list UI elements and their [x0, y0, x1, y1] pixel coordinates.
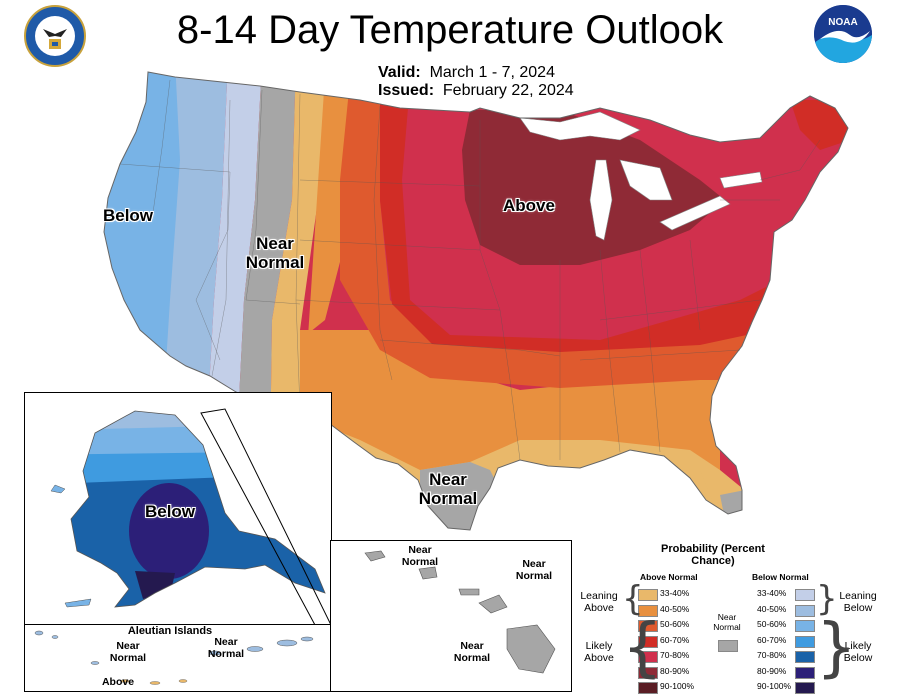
legend-above-swatch — [638, 651, 658, 663]
legend-below-range-label: 80-90% — [757, 665, 787, 676]
legend-likely-above: Likely Above — [584, 640, 614, 664]
label-alaska-below: Below — [144, 502, 196, 521]
alaska-island — [64, 598, 92, 608]
legend-below-swatch — [795, 651, 815, 663]
us-outline — [103, 71, 849, 531]
legend-below-range-label: 90-100% — [757, 681, 792, 691]
alaska-island — [50, 484, 66, 494]
region-below-33-40 — [205, 72, 262, 460]
legend-below-swatch — [795, 635, 815, 648]
label-conus-near-south: Near Normal — [418, 470, 478, 508]
legend-brace-leaning-below: } — [816, 579, 838, 619]
legend-below-swatch — [795, 604, 815, 617]
legend-brace-leaning-above: { — [622, 579, 644, 619]
legend-above-swatch — [638, 604, 658, 617]
valid-label: Valid: — [378, 64, 421, 81]
legend-above-swatch — [638, 589, 658, 601]
region-above-60-70-maine — [790, 100, 848, 150]
legend-below-header: Below Normal — [752, 572, 809, 582]
legend-leaning-above: Leaning Above — [580, 590, 618, 614]
legend-below-swatch — [795, 682, 815, 694]
legend-above-range-label: 33-40% — [660, 588, 690, 598]
valid-value: March 1 - 7, 2024 — [429, 64, 555, 81]
maui-island — [478, 594, 508, 614]
legend-below-range-label: 33-40% — [757, 588, 787, 598]
oahu-island — [418, 566, 438, 580]
legend-above-swatch — [638, 635, 658, 648]
hawaii-map — [364, 550, 556, 674]
aleutian-map — [34, 630, 314, 685]
legend-above-range-label: 50-60% — [660, 619, 690, 629]
legend-above-swatch — [638, 682, 658, 694]
hawaii-inset — [330, 540, 572, 692]
legend-above-swatch — [638, 666, 658, 679]
legend-below-swatch — [795, 620, 815, 632]
label-aleutian-title: Aleutian Islands — [127, 625, 213, 637]
label-aleutian-above: Above — [101, 676, 135, 688]
label-hawaii-near-2: Near Normal — [515, 558, 553, 582]
legend-below-range-label: 70-80% — [757, 650, 787, 660]
label-conus-below: Below — [102, 206, 154, 225]
commerce-seal-logo — [24, 5, 86, 67]
kauai-island — [364, 550, 386, 562]
noaa-logo: NOAA — [814, 5, 872, 63]
legend-above-header: Above Normal — [640, 572, 698, 582]
legend-below-swatch — [795, 589, 815, 601]
big-island — [506, 624, 556, 674]
lake-huron — [619, 159, 673, 201]
legend-above-range-label: 90-100% — [660, 681, 695, 691]
legend-brace-likely-below: } — [816, 611, 857, 685]
legend-leaning-below: Leaning Below — [839, 590, 877, 614]
label-hawaii-near-1: Near Normal — [401, 544, 439, 568]
alaska-inset — [24, 392, 332, 626]
legend-near-label: Near Normal — [713, 612, 741, 632]
alaska-region-below-80-90 — [129, 483, 209, 579]
region-near-normal-florida — [720, 490, 745, 520]
legend-brace-likely-above: { — [622, 611, 663, 685]
label-hawaii-near-3: Near Normal — [453, 640, 491, 664]
legend-above-swatch — [638, 620, 658, 632]
region-near-normal-west — [236, 72, 296, 460]
region-above-60-70 — [380, 72, 780, 352]
aleutian-inset — [24, 624, 332, 692]
label-aleutian-near-1: Near Normal — [109, 640, 147, 664]
page-title: 8-14 Day Temperature Outlook — [176, 8, 724, 52]
noaa-bird-icon — [814, 5, 872, 63]
alaska-map — [50, 408, 332, 626]
legend-title: Probability (Percent Chance) — [661, 543, 765, 567]
legend-below-range-label: 40-50% — [757, 603, 787, 614]
lake-ontario — [719, 171, 763, 189]
label-conus-near-west: Near Normal — [245, 234, 305, 272]
region-above-33-40-west — [270, 72, 326, 460]
legend-below-swatch — [795, 666, 815, 679]
legend-below-range-label: 60-70% — [757, 634, 787, 645]
lake-erie — [659, 195, 731, 231]
legend-above-range-label: 80-90% — [660, 665, 690, 676]
legend-above-range-label: 70-80% — [660, 650, 690, 660]
legend-likely-below: Likely Below — [843, 640, 873, 664]
valid-line: Valid: March 1 - 7, 2024 — [378, 64, 555, 82]
issued-label: Issued: — [378, 82, 435, 99]
lake-superior — [519, 111, 641, 141]
issued-value: February 22, 2024 — [442, 82, 574, 99]
region-above-40-50-south — [300, 330, 720, 470]
noaa-logo-text: NOAA — [828, 17, 858, 28]
issued-line: Issued: February 22, 2024 — [378, 82, 574, 100]
label-aleutian-near-2: Near Normal — [207, 636, 245, 660]
state-borders — [119, 79, 821, 461]
legend-above-range-label: 40-50% — [660, 603, 690, 614]
legend-below-range-label: 50-60% — [757, 619, 787, 629]
eagle-icon — [35, 16, 75, 56]
lake-michigan — [589, 159, 613, 241]
legend-near-swatch — [718, 640, 738, 652]
molokai-island — [458, 588, 480, 596]
label-conus-above: Above — [503, 196, 555, 215]
legend-above-range-label: 60-70% — [660, 634, 690, 645]
